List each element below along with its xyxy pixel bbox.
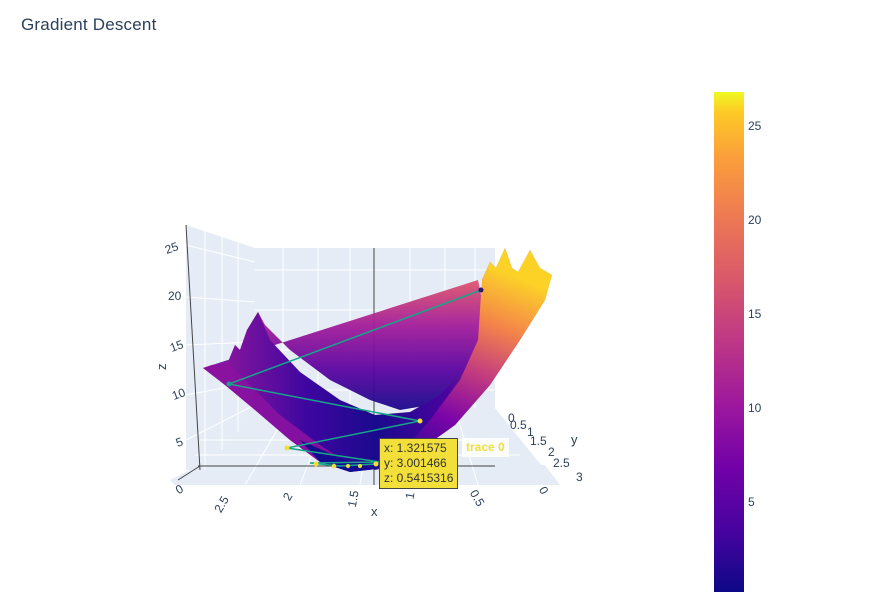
- x-axis-label: x: [371, 504, 378, 519]
- y-axis-label: y: [571, 432, 578, 447]
- colorbar-tick: 15: [748, 307, 762, 321]
- z-tick: 20: [168, 289, 182, 303]
- y-tick: 3: [576, 470, 583, 484]
- x-tick: 2: [280, 490, 296, 503]
- chart-title: Gradient Descent: [21, 15, 157, 34]
- x-axis: 2.5 2 1.5 1 0.5 0 x: [211, 484, 551, 519]
- y-tick: 1: [527, 425, 534, 439]
- hover-tooltip: x: 1.321575 y: 3.001466 z: 0.5415316: [379, 438, 459, 489]
- colorbar-tick: 5: [748, 495, 755, 509]
- y-tick: 2.5: [553, 456, 570, 470]
- colorbar: [714, 92, 744, 592]
- z-axis: 25 20 15 10 5 0 z: [154, 239, 188, 497]
- hover-trace-name: trace 0: [462, 438, 509, 457]
- descent-path[interactable]: [226, 287, 484, 469]
- x-tick: 0.5: [467, 487, 488, 509]
- z-tick: 5: [174, 434, 185, 450]
- z-axis-label: z: [154, 364, 169, 371]
- y-tick: 0.5: [510, 418, 527, 432]
- x-tick: 1: [403, 491, 418, 500]
- colorbar-tick: 10: [748, 401, 762, 415]
- surface-plot[interactable]: [203, 248, 552, 472]
- z-tick: 25: [163, 239, 181, 257]
- y-axis: 0 0.5 1 1.5 2 2.5 3 y: [508, 411, 583, 484]
- x-tick: 2.5: [211, 493, 232, 515]
- hover-y: y: 3.001466: [384, 456, 447, 470]
- colorbar-tick: 25: [748, 119, 762, 133]
- z-tick: 15: [168, 337, 186, 355]
- colorbar-tick: 20: [748, 213, 762, 227]
- y-tick: 2: [548, 445, 555, 459]
- y-tick: 1.5: [530, 434, 547, 448]
- hover-z: z: 0.5415316: [384, 471, 454, 485]
- y-tick: 0: [508, 411, 515, 425]
- x-tick: 0: [536, 484, 552, 497]
- z-tick: 10: [170, 385, 188, 403]
- x-tick: 1.5: [345, 489, 362, 508]
- hover-x: x: 1.321575: [384, 441, 447, 455]
